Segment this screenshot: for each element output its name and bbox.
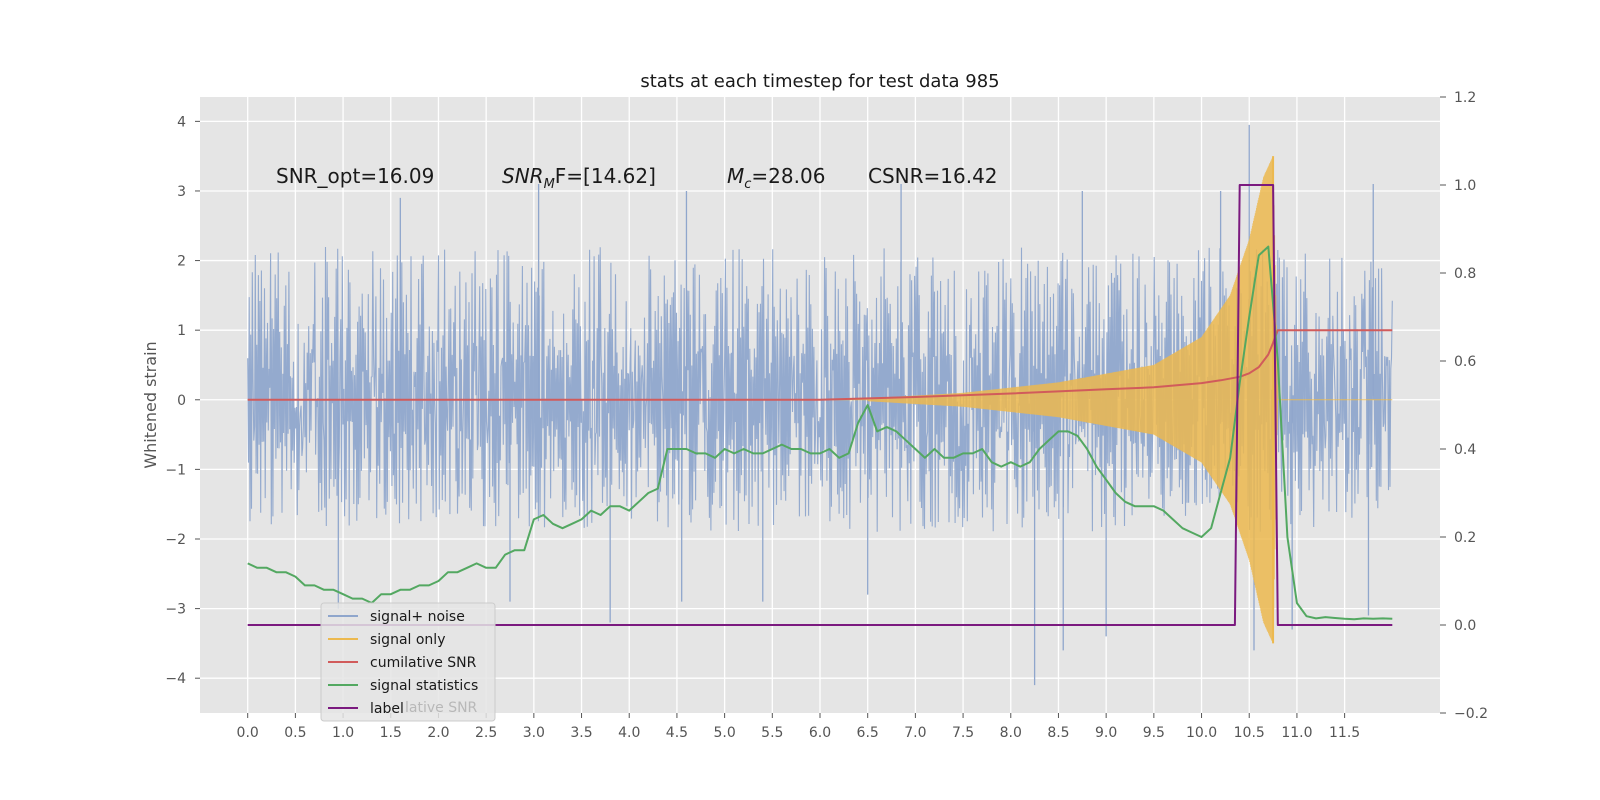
y-left-tick-label: 1 — [177, 323, 186, 339]
annotation-mc-rest: =28.06 — [751, 164, 825, 188]
legend-box — [320, 602, 496, 722]
x-tick-label: 1.0 — [332, 725, 354, 741]
signal-only-trace — [247, 156, 1393, 643]
x-tick-label: 11.5 — [1329, 725, 1360, 741]
y-left-tick-label: −2 — [165, 532, 186, 548]
series-label — [247, 184, 1393, 626]
x-tick-label: 6.5 — [857, 725, 879, 741]
y-left-tick-label: −1 — [165, 462, 186, 478]
annotation-snr-opt: SNR_opt=16.09 — [276, 164, 434, 188]
x-tick-label: 11.0 — [1281, 725, 1312, 741]
y-axis-label: Whitened strain — [141, 341, 160, 468]
legend-label-signal-only: signal only — [370, 632, 445, 648]
x-tick-label: 4.5 — [666, 725, 688, 741]
x-tick-label: 6.0 — [809, 725, 831, 741]
cumulative-snr-line — [247, 329, 1393, 401]
annotation-snr-mf-main: SNR — [502, 164, 544, 188]
legend-hidden-text: lative SNR — [405, 700, 478, 716]
legend-label-cumulative-snr: cumilative SNR — [370, 655, 477, 671]
annotation-snr-mf-rest: F=[14.62] — [555, 164, 656, 188]
y-left-tick-label: −4 — [165, 671, 186, 687]
x-tick-label: 9.5 — [1143, 725, 1165, 741]
legend-label-signal-statistics: signal statistics — [370, 678, 478, 694]
series-signal-statistics — [247, 245, 1393, 621]
legend-label-label: label — [370, 701, 404, 717]
x-tick-label: 2.0 — [427, 725, 449, 741]
x-tick-label: 3.0 — [523, 725, 545, 741]
x-tick-label: 8.5 — [1047, 725, 1069, 741]
x-tick-label: 7.0 — [904, 725, 926, 741]
x-tick-label: 5.0 — [713, 725, 735, 741]
y-left-tick-label: 3 — [177, 184, 186, 200]
signal-statistics-line — [247, 245, 1393, 621]
y-left-tick-label: −3 — [165, 602, 186, 618]
y-right-tick-label: 0.4 — [1454, 442, 1476, 458]
annotation-mc: Mc=28.06 — [727, 164, 825, 192]
y-right-tick-label: 0.0 — [1454, 618, 1476, 634]
y-right-tick-label: 1.0 — [1454, 178, 1476, 194]
y-left-tick-label: 0 — [177, 393, 186, 409]
x-tick-label: 5.5 — [761, 725, 783, 741]
annotation-mc-sub: c — [744, 177, 751, 192]
signal-noise-trace — [247, 246, 1393, 532]
annotation-csnr: CSNR=16.42 — [868, 164, 998, 188]
x-tick-label: 0.0 — [237, 725, 259, 741]
legend-label-signal-noise: signal+ noise — [370, 609, 465, 625]
y-right-tick-label: 0.8 — [1454, 266, 1476, 282]
y-axis-left-ticks: 4 3 2 1 0 −1 −2 −3 −4 — [165, 114, 200, 687]
x-tick-label: 10.0 — [1186, 725, 1217, 741]
y-right-tick-label: 0.6 — [1454, 354, 1476, 370]
x-tick-label: 3.5 — [570, 725, 592, 741]
x-tick-label: 7.5 — [952, 725, 974, 741]
x-tick-label: 1.5 — [380, 725, 402, 741]
y-right-tick-label: −0.2 — [1454, 706, 1488, 722]
y-axis-right-ticks: 1.2 1.0 0.8 0.6 0.4 0.2 0.0 −0.2 — [1440, 90, 1488, 722]
legend: lative SNR signal+ noise signal only cum… — [320, 602, 496, 722]
x-tick-label: 2.5 — [475, 725, 497, 741]
x-tick-label: 9.0 — [1095, 725, 1117, 741]
y-right-tick-label: 0.2 — [1454, 530, 1476, 546]
y-left-tick-label: 4 — [177, 114, 186, 130]
label-line — [247, 184, 1393, 626]
annotation-snr-mf-sub: M — [544, 177, 555, 192]
x-tick-label: 10.5 — [1234, 725, 1265, 741]
annotation-mc-main: M — [727, 164, 744, 188]
annotation-snr-mf: SNRMF=[14.62] — [502, 164, 656, 192]
x-axis-ticks: 0.0 0.5 1.0 1.5 2.0 2.5 3.0 3.5 4.0 4.5 5.0 5.5 6.0 6… — [237, 713, 1360, 741]
x-tick-label: 4.0 — [618, 725, 640, 741]
y-right-tick-label: 1.2 — [1454, 90, 1476, 106]
x-tick-label: 8.0 — [1000, 725, 1022, 741]
y-left-tick-label: 2 — [177, 254, 186, 270]
series-cumulative-snr — [247, 329, 1393, 401]
chart-title: stats at each timestep for test data 985 — [640, 71, 999, 92]
x-tick-label: 0.5 — [284, 725, 306, 741]
